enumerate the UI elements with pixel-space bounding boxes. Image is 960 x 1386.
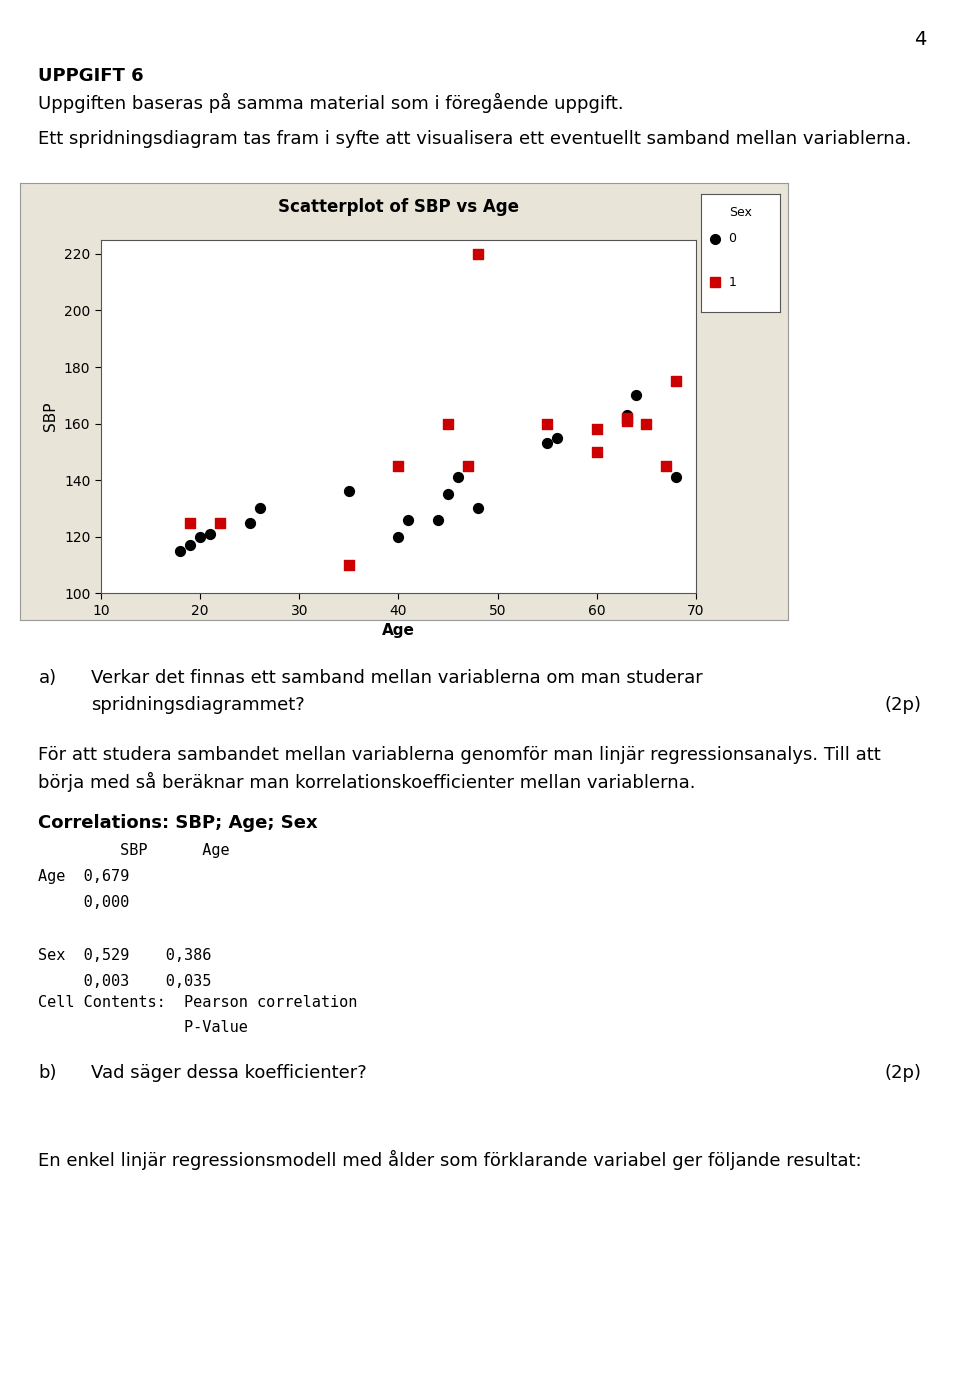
Point [430,509,445,531]
Point [391,455,406,477]
Text: 0,000: 0,000 [38,895,130,911]
Point [668,466,684,488]
Text: (2p): (2p) [884,1064,922,1082]
Point [470,498,486,520]
Text: Cell Contents:  Pearson correlation: Cell Contents: Pearson correlation [38,995,358,1010]
Text: UPPGIFT 6: UPPGIFT 6 [38,67,144,85]
Point [192,525,207,547]
Text: (2p): (2p) [884,696,922,714]
Point [589,419,605,441]
Point [668,370,684,392]
Point [470,243,486,265]
Point [619,407,635,430]
Point [242,511,257,534]
Point [203,523,218,545]
Text: Uppgiften baseras på samma material som i föregående uppgift.: Uppgiften baseras på samma material som … [38,93,624,112]
Text: spridningsdiagrammet?: spridningsdiagrammet? [91,696,305,714]
Text: Correlations: SBP; Age; Sex: Correlations: SBP; Age; Sex [38,814,318,832]
Point [400,509,416,531]
Point [182,534,198,556]
Point [341,481,356,503]
Text: För att studera sambandet mellan variablerna genomför man linjär regressionsanal: För att studera sambandet mellan variabl… [38,746,881,764]
Point [441,413,456,435]
Point [540,413,555,435]
Text: Vad säger dessa koefficienter?: Vad säger dessa koefficienter? [91,1064,367,1082]
Text: Scatterplot of SBP vs Age: Scatterplot of SBP vs Age [277,198,519,215]
Text: SBP      Age: SBP Age [38,843,230,858]
Point [252,498,267,520]
Point [441,484,456,506]
Point [182,511,198,534]
Point [341,554,356,577]
Text: P-Value: P-Value [38,1020,249,1035]
Text: b): b) [38,1064,57,1082]
Point [391,525,406,547]
Text: Sex  0,529    0,386: Sex 0,529 0,386 [38,948,212,963]
Point [450,466,466,488]
Point [619,403,635,426]
Point [619,410,635,432]
Text: Ett spridningsdiagram tas fram i syfte att visualisera ett eventuellt samband me: Ett spridningsdiagram tas fram i syfte a… [38,130,912,148]
Point [173,539,188,561]
Point [549,427,564,449]
Y-axis label: SBP: SBP [43,402,59,431]
Point [212,511,228,534]
Point [460,455,475,477]
Text: a): a) [38,669,57,687]
Text: Verkar det finnas ett samband mellan variablerna om man studerar: Verkar det finnas ett samband mellan var… [91,669,703,687]
Point [629,384,644,406]
Point [589,441,605,463]
Text: 0,003    0,035: 0,003 0,035 [38,974,212,990]
Text: Age  0,679: Age 0,679 [38,869,130,884]
Text: Sex: Sex [729,205,752,219]
Point [638,413,654,435]
Text: 1: 1 [729,276,736,288]
Text: En enkel linjär regressionsmodell med ålder som förklarande variabel ger följand: En enkel linjär regressionsmodell med ål… [38,1150,862,1170]
Text: börja med så beräknar man korrelationskoefficienter mellan variablerna.: börja med så beräknar man korrelationsko… [38,772,696,791]
X-axis label: Age: Age [382,624,415,638]
Text: 0: 0 [729,233,736,245]
Text: 4: 4 [914,30,926,50]
Point [540,432,555,455]
Point [659,455,674,477]
